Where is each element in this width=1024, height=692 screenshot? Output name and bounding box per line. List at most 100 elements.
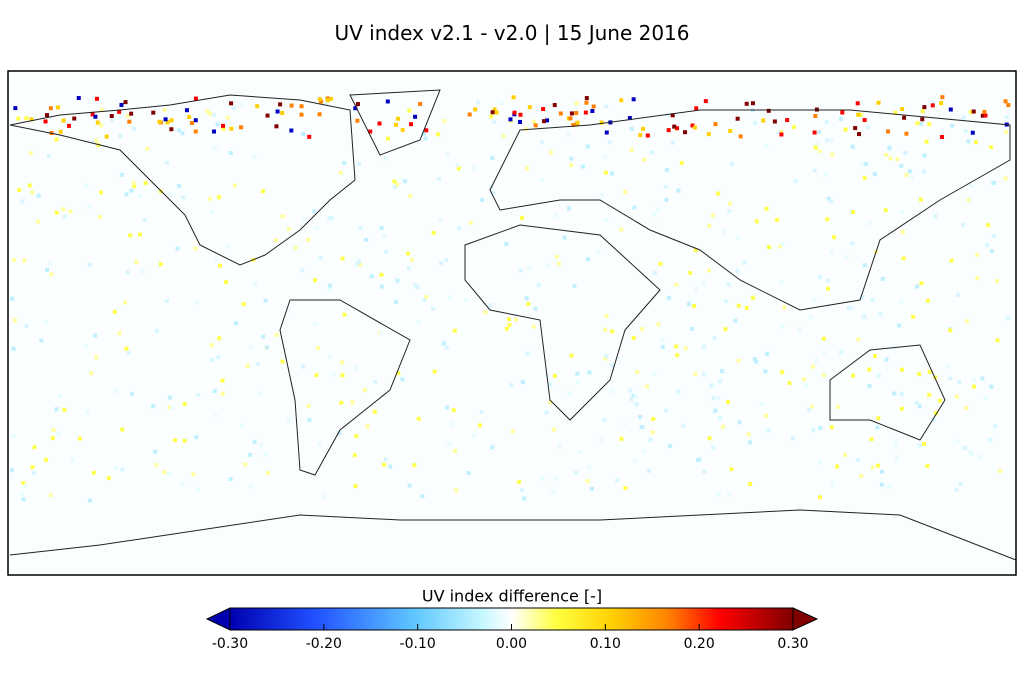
speckle <box>94 355 99 360</box>
speckle <box>31 470 36 475</box>
speckle <box>584 100 589 105</box>
speckle <box>382 234 387 239</box>
south-america <box>279 299 411 476</box>
speckle <box>533 306 538 311</box>
speckle <box>872 172 877 177</box>
speckle <box>702 469 707 474</box>
speckle <box>157 119 162 124</box>
speckle <box>915 121 920 126</box>
speckle <box>132 184 137 189</box>
speckle <box>855 457 860 462</box>
speckle <box>596 250 601 255</box>
speckle <box>36 193 41 198</box>
speckle <box>472 165 477 170</box>
speckle <box>353 106 358 111</box>
speckle <box>243 462 248 467</box>
speckle <box>814 141 819 146</box>
speckle <box>158 262 163 267</box>
speckle <box>664 408 669 413</box>
speckle <box>24 116 29 121</box>
speckle <box>569 353 574 358</box>
speckle <box>689 326 694 331</box>
speckle <box>829 250 834 255</box>
speckle <box>544 410 549 415</box>
speckle <box>638 415 643 420</box>
speckle <box>123 300 128 305</box>
speckle <box>763 413 768 418</box>
speckle <box>215 122 220 127</box>
speckle <box>68 209 73 214</box>
north-america <box>9 94 356 266</box>
speckle <box>379 284 384 289</box>
speckle <box>306 403 311 408</box>
speckle <box>793 179 798 184</box>
speckle <box>444 345 449 350</box>
speckle <box>517 119 522 124</box>
speckle <box>520 380 525 385</box>
speckle <box>170 406 175 411</box>
speckle <box>350 400 355 405</box>
speckle <box>265 113 270 118</box>
speckle <box>548 382 553 387</box>
speckle <box>875 425 880 430</box>
speckle <box>280 359 285 364</box>
speckle <box>966 198 971 203</box>
speckle <box>444 258 449 263</box>
speckle <box>604 104 609 109</box>
speckle <box>623 486 628 491</box>
speckle <box>531 324 536 329</box>
speckle <box>904 172 909 177</box>
speckle <box>518 112 523 117</box>
speckle <box>522 496 527 501</box>
speckle <box>220 378 225 383</box>
speckle <box>181 195 186 200</box>
speckle <box>312 209 317 214</box>
speckle <box>569 156 574 161</box>
speckle <box>604 314 609 319</box>
speckle <box>824 120 829 125</box>
speckle <box>289 128 294 133</box>
speckle <box>817 149 822 154</box>
speckle <box>693 287 698 292</box>
speckle <box>856 337 861 342</box>
speckle <box>340 256 345 261</box>
speckle <box>791 125 796 130</box>
speckle <box>119 102 124 107</box>
speckle <box>693 371 698 376</box>
speckle <box>702 372 707 377</box>
speckle <box>688 299 693 304</box>
speckle <box>641 126 646 131</box>
speckle <box>12 318 17 323</box>
speckle <box>184 108 189 113</box>
speckle <box>922 169 927 174</box>
speckle <box>416 320 421 325</box>
speckle <box>483 310 488 315</box>
speckle <box>457 226 462 231</box>
speckle <box>622 422 627 427</box>
speckle <box>765 351 770 356</box>
speckle <box>954 487 959 492</box>
speckle <box>533 123 538 128</box>
speckle <box>43 119 48 124</box>
speckle <box>736 236 741 241</box>
speckle <box>316 345 321 350</box>
speckle <box>258 391 263 396</box>
speckle <box>383 457 388 462</box>
speckle <box>524 166 529 171</box>
speckle <box>552 373 557 378</box>
speckle <box>817 130 822 135</box>
speckle <box>862 263 867 268</box>
speckle <box>509 383 514 388</box>
speckle <box>899 163 904 168</box>
speckle <box>125 113 130 118</box>
speckle <box>28 151 33 156</box>
speckle <box>764 206 769 211</box>
speckle <box>554 213 559 218</box>
speckle <box>415 285 420 290</box>
speckle <box>706 132 711 137</box>
speckle <box>120 467 125 472</box>
speckle <box>11 434 16 439</box>
speckle <box>645 133 650 138</box>
speckle <box>888 156 893 161</box>
speckle <box>274 332 279 337</box>
